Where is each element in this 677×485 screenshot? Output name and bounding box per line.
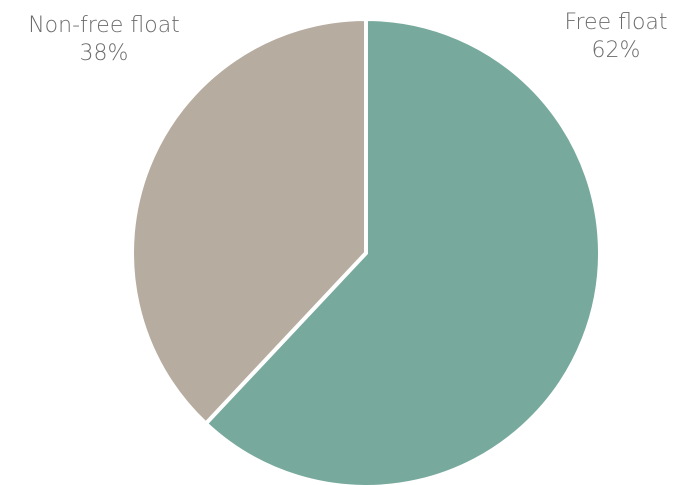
pie-slices [130, 16, 602, 485]
slice-label-free-float: Free float [564, 10, 667, 35]
pie-slice-non-free-float [130, 16, 368, 427]
slice-percent-non-free-float: 38% [80, 41, 129, 66]
slice-percent-free-float: 62% [592, 38, 641, 63]
slice-label-non-free-float: Non-free float [28, 13, 180, 38]
pie-slice-free-float [202, 16, 602, 485]
